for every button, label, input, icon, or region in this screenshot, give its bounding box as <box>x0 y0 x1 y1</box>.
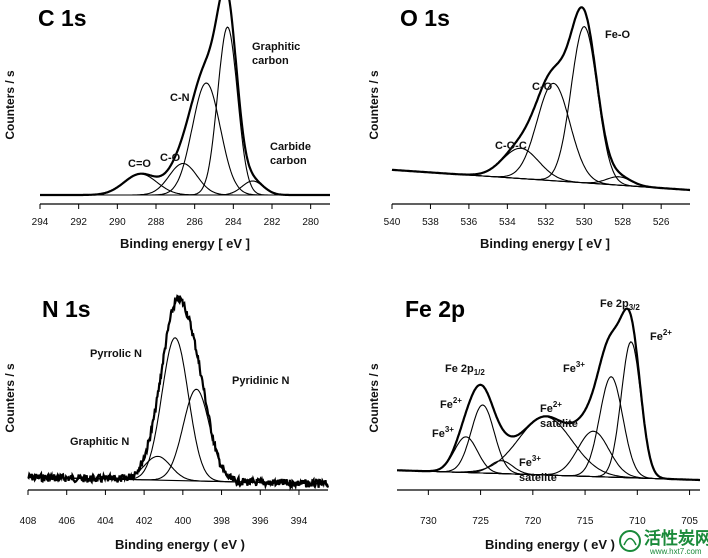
panel-title: Fe 2p <box>405 296 465 322</box>
peak-label: Fe3+ <box>519 454 541 469</box>
watermark-logo-icon <box>619 530 641 552</box>
envelope-curve <box>27 294 330 492</box>
envelope-curve <box>397 307 700 482</box>
x-tick-label: 536 <box>461 217 478 228</box>
peak-label: Graphitic <box>252 41 300 53</box>
panel-title: O 1s <box>400 5 450 31</box>
y-axis-label: Counters / s <box>367 70 381 140</box>
x-tick-label: 396 <box>252 516 269 527</box>
x-tick-label: 715 <box>577 516 594 527</box>
peak-label: satelite <box>540 418 578 430</box>
x-tick-label: 280 <box>302 217 319 228</box>
x-tick-label: 394 <box>291 516 308 527</box>
peak-label: satelite <box>519 472 557 484</box>
watermark-logo-icon <box>623 537 637 546</box>
panel-title: N 1s <box>42 296 91 322</box>
x-tick-label: 404 <box>97 516 114 527</box>
x-tick-label: 400 <box>174 516 191 527</box>
watermark-url: www.hxt7.com <box>649 547 702 556</box>
peak-label: C-O <box>160 152 181 164</box>
x-tick-label: 730 <box>420 516 437 527</box>
peak-label: C=O <box>128 158 151 170</box>
x-tick-label: 408 <box>20 516 37 527</box>
component-peak <box>391 147 691 191</box>
peak-label: Pyrrolic N <box>90 348 142 360</box>
peak-label: Fe 2p3/2 <box>600 298 640 312</box>
peak-label: Fe 2p1/2 <box>445 363 485 377</box>
background-line <box>396 469 701 481</box>
peak-label: carbon <box>270 155 307 167</box>
component-peak <box>40 180 330 196</box>
x-tick-label: 284 <box>225 217 242 228</box>
peak-label: carbon <box>252 55 289 67</box>
x-tick-label: 282 <box>264 217 281 228</box>
y-axis-label: Counters / s <box>367 363 381 433</box>
x-tick-label: 288 <box>148 217 165 228</box>
peak-label: Fe3+ <box>432 425 454 440</box>
x-tick-label: 530 <box>576 217 593 228</box>
panel-3: 730 725 720 715 710 705 Binding energy ( eV ) C… <box>367 296 701 552</box>
peak-label: Fe3+ <box>563 360 585 375</box>
panel-title: C 1s <box>38 5 87 31</box>
peak-label: Pyridinic N <box>232 375 290 387</box>
panel-0: 294 292 290 288 286 284 282 280 Binding energy [… <box>3 0 330 251</box>
y-axis-label: Counters / s <box>3 363 17 433</box>
x-tick-label: 294 <box>32 217 49 228</box>
y-axis-label: Counters / s <box>3 70 17 140</box>
x-tick-label: 705 <box>681 516 698 527</box>
x-tick-label: 534 <box>499 217 516 228</box>
x-tick-label: 290 <box>109 217 126 228</box>
x-tick-label: 398 <box>213 516 230 527</box>
component-peak <box>40 173 330 196</box>
x-tick-label: 406 <box>58 516 75 527</box>
x-tick-label: 528 <box>614 217 631 228</box>
x-tick-label: 710 <box>629 516 646 527</box>
envelope-curve <box>391 6 690 192</box>
peak-label: Fe2+ <box>440 396 462 411</box>
x-tick-label: 720 <box>524 516 541 527</box>
x-tick-label: 286 <box>186 217 203 228</box>
peak-label: Graphitic N <box>70 436 129 448</box>
panel-1: 540 538 536 534 532 530 528 526 Binding energy [… <box>367 5 691 251</box>
peak-label: C-O-C <box>495 140 527 152</box>
x-tick-label: 526 <box>653 217 670 228</box>
x-tick-label: 532 <box>537 217 554 228</box>
watermark-text: 活性炭网 <box>644 528 708 548</box>
x-tick-label: 292 <box>70 217 87 228</box>
peak-label: C-N <box>170 92 190 104</box>
panel-2: 408 406 404 402 400 398 396 394 Binding energy (… <box>3 294 330 552</box>
x-axis-label: Binding energy [ eV ] <box>480 236 610 251</box>
peak-label: Fe2+ <box>540 400 562 415</box>
component-peak <box>28 337 328 485</box>
envelope-curve <box>40 0 330 197</box>
x-axis-label: Binding energy ( eV ) <box>485 537 615 552</box>
x-tick-label: 540 <box>384 217 401 228</box>
peak-label: Fe-O <box>605 29 631 41</box>
peak-label: Fe2+ <box>650 328 672 343</box>
x-axis-label: Binding energy [ eV ] <box>120 236 250 251</box>
peak-label: Carbide <box>270 141 311 153</box>
x-axis-label: Binding energy ( eV ) <box>115 537 245 552</box>
peak-label: C-O <box>532 81 553 93</box>
x-tick-label: 725 <box>472 516 489 527</box>
component-peak <box>40 162 330 196</box>
x-tick-label: 538 <box>422 217 439 228</box>
x-tick-label: 402 <box>136 516 153 527</box>
